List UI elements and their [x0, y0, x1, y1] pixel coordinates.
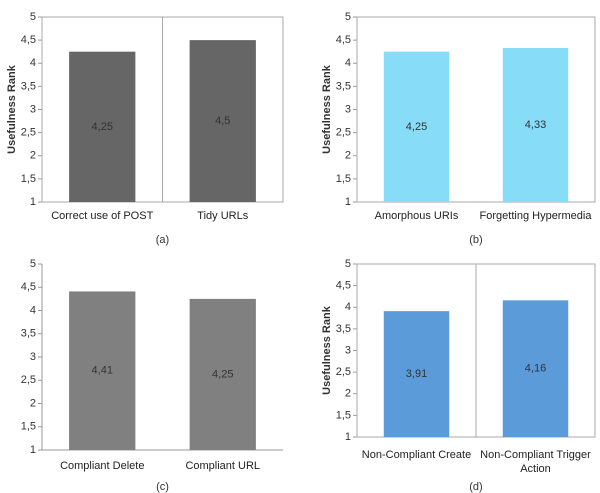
y-tick-label: 1 [30, 196, 36, 208]
value-label: 4,25 [212, 368, 233, 380]
y-tick-label: 2,5 [336, 127, 351, 139]
y-tick-label: 5 [30, 11, 36, 23]
y-tick-label: 1,5 [21, 173, 36, 185]
bar [502, 47, 569, 202]
y-tick-label: 3 [345, 103, 351, 115]
x-tick-label: Tidy URLs [197, 210, 249, 222]
caption: (c) [156, 481, 169, 493]
y-tick-label: 3,5 [336, 323, 351, 335]
y-tick-label: 2 [30, 397, 36, 409]
value-label: 4,33 [525, 119, 546, 131]
value-label: 4,16 [525, 363, 546, 375]
y-tick-label: 4,5 [336, 280, 351, 292]
y-tick-label: 4,5 [21, 281, 36, 293]
y-tick-label: 1 [345, 196, 351, 208]
y-tick-label: 1,5 [336, 173, 351, 185]
y-tick-label: 1,5 [336, 409, 351, 421]
y-axis-label: Usefulness Rank [321, 305, 333, 395]
caption: (a) [156, 234, 169, 246]
x-tick-label: Non-Compliant Trigger Action [480, 449, 591, 475]
y-tick-label: 2,5 [21, 374, 36, 386]
y-tick-label: 5 [345, 11, 351, 23]
x-tick-label: Correct use of POST [51, 210, 154, 222]
y-tick-label: 3,5 [21, 80, 36, 92]
y-tick-label: 4,5 [336, 34, 351, 46]
y-tick-label: 4 [30, 304, 36, 316]
value-label: 4,41 [92, 365, 113, 377]
x-tick-label: Non-Compliant Create [361, 449, 472, 461]
y-axis-label: Usefulness Rank [6, 64, 18, 154]
value-label: 4,25 [92, 121, 113, 133]
y-tick-label: 2 [345, 388, 351, 400]
x-tick-label: Compliant URL [185, 460, 261, 472]
x-tick-label: Compliant Delete [60, 460, 145, 472]
y-tick-label: 5 [30, 258, 36, 270]
y-tick-label: 2,5 [336, 366, 351, 378]
bar [189, 298, 256, 450]
y-tick-label: 2 [345, 150, 351, 162]
y-tick-label: 1,5 [21, 421, 36, 433]
y-tick-label: 4 [30, 57, 36, 69]
y-tick-label: 2 [30, 150, 36, 162]
x-tick-label: Forgetting Hypermedia [479, 210, 592, 222]
bar [502, 300, 569, 437]
y-tick-label: 3,5 [336, 80, 351, 92]
bar [69, 51, 136, 202]
y-tick-label: 2,5 [21, 127, 36, 139]
bar [383, 51, 450, 202]
bar [69, 291, 136, 450]
y-tick-label: 5 [345, 258, 351, 270]
caption: (d) [469, 481, 482, 493]
caption: (b) [469, 234, 482, 246]
y-tick-label: 4 [345, 301, 351, 313]
plot-frame [356, 16, 596, 203]
y-tick-label: 1 [30, 444, 36, 456]
y-tick-label: 4 [345, 57, 351, 69]
bar [189, 40, 256, 202]
y-tick-label: 3 [30, 103, 36, 115]
y-tick-label: 1 [345, 431, 351, 443]
value-label: 4,5 [215, 115, 230, 127]
y-tick-label: 3 [345, 344, 351, 356]
value-label: 3,91 [406, 368, 427, 380]
y-tick-label: 3 [30, 351, 36, 363]
y-axis-label: Usefulness Rank [321, 64, 333, 154]
y-tick-label: 3,5 [21, 328, 36, 340]
x-tick-label: Amorphous URIs [374, 210, 459, 222]
value-label: 4,25 [406, 121, 427, 133]
bar [383, 311, 450, 437]
y-tick-label: 4,5 [21, 34, 36, 46]
